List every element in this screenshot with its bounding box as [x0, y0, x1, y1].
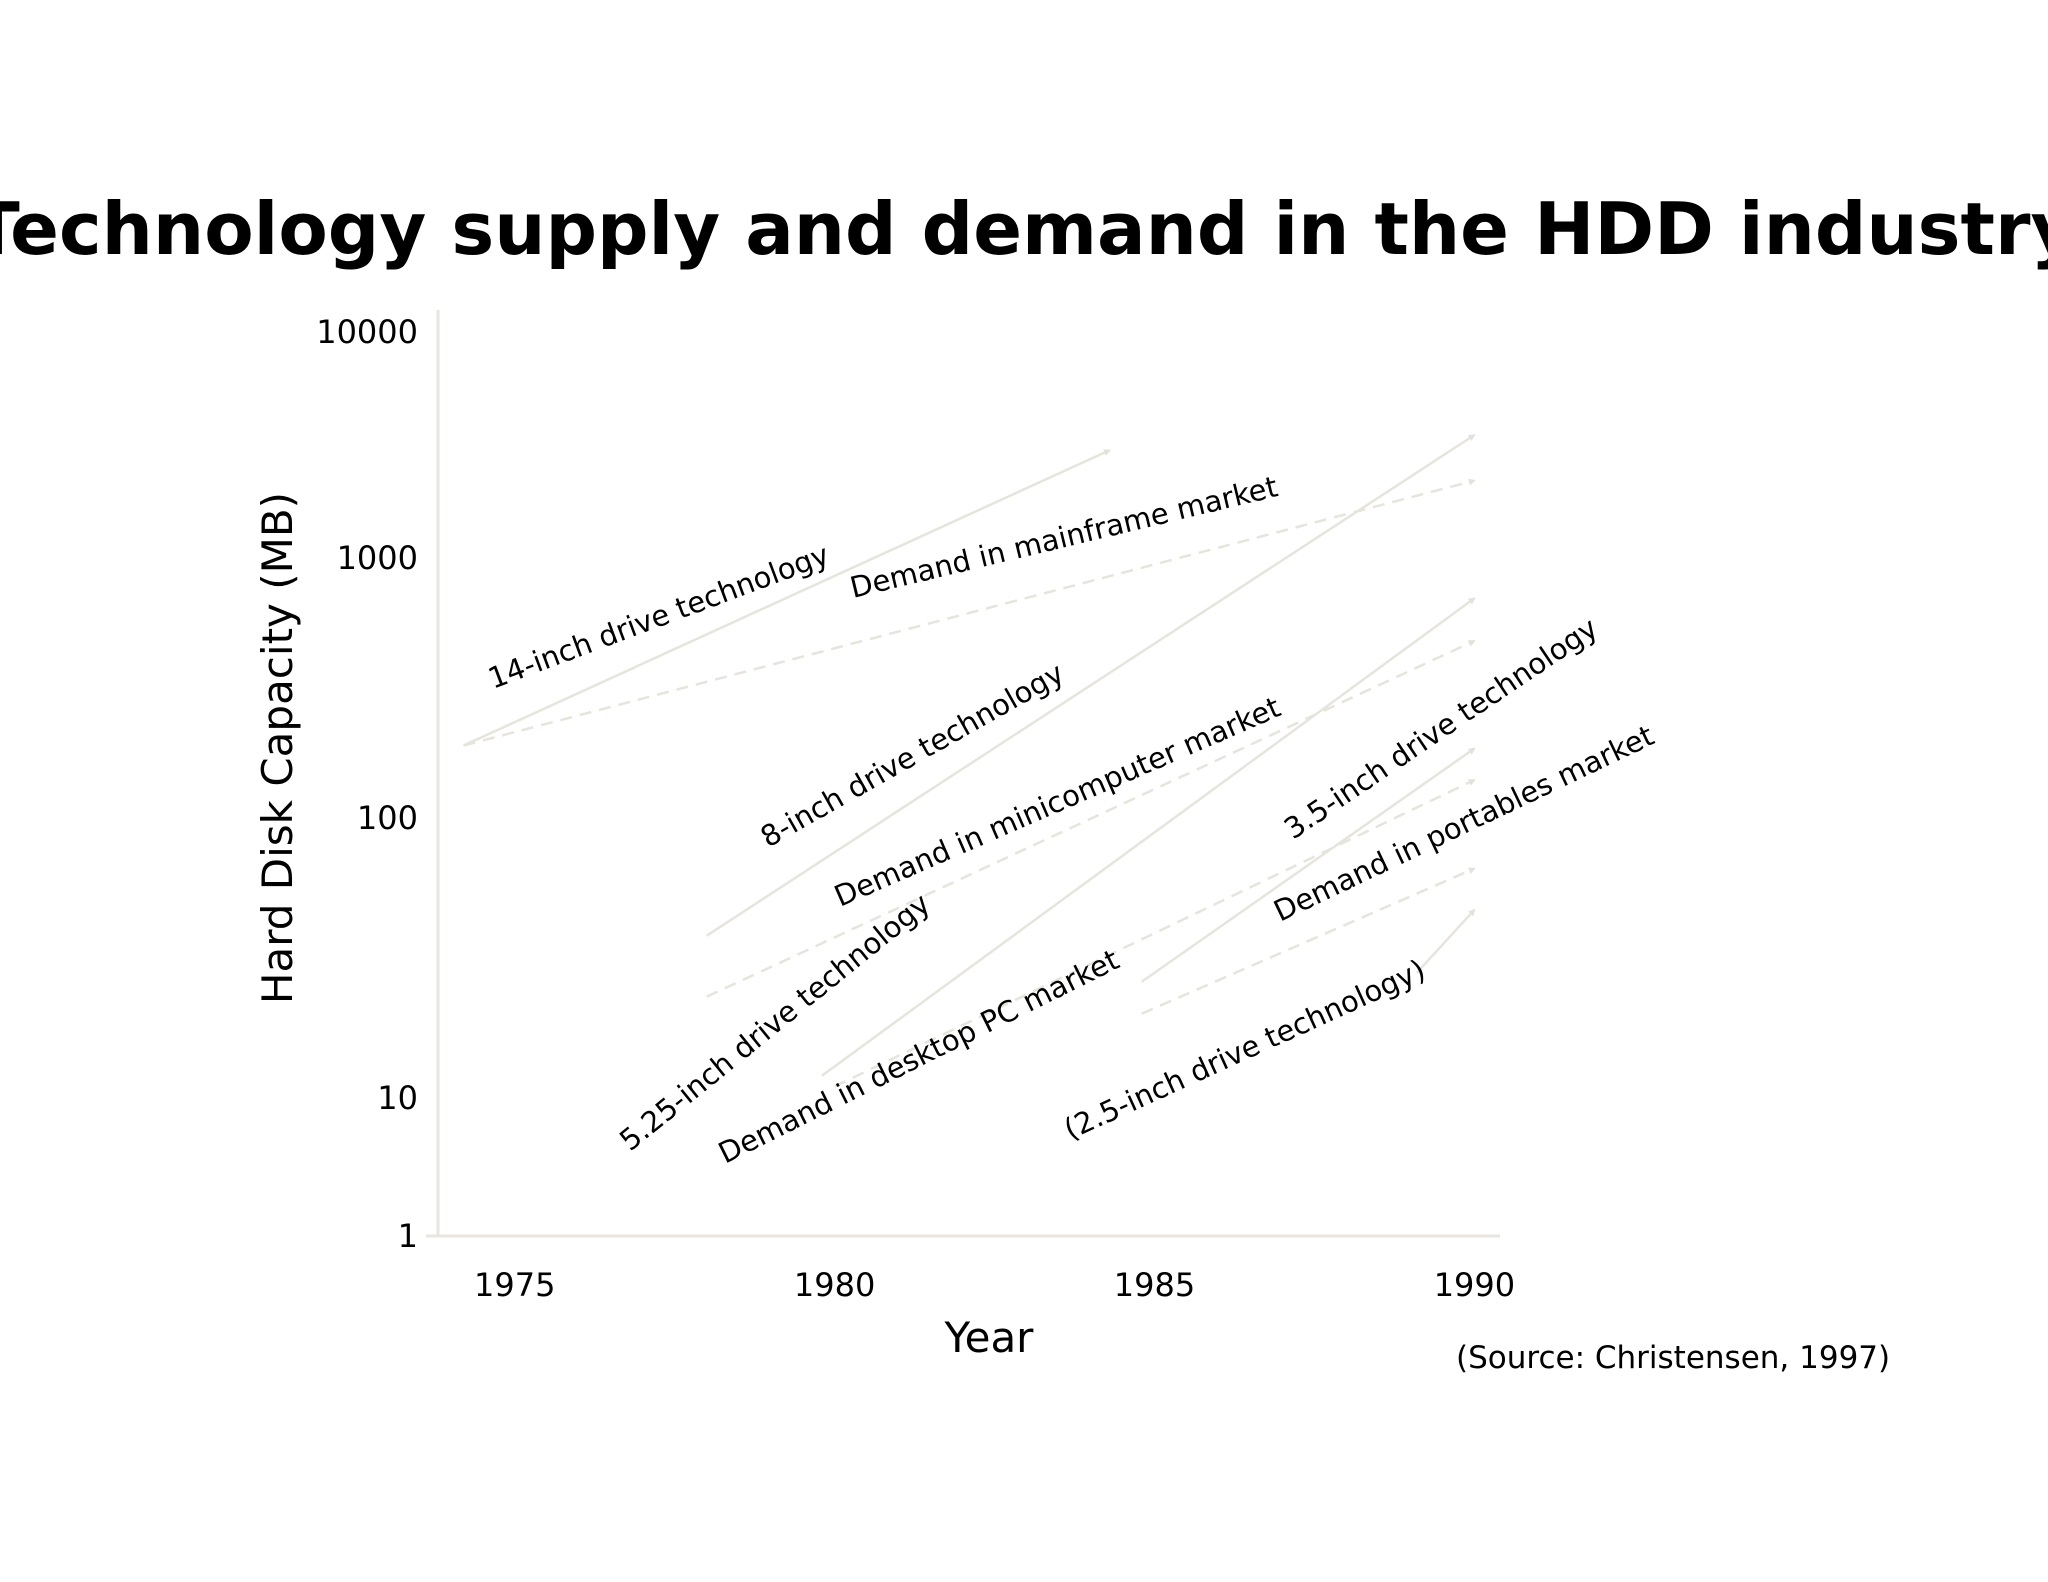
series-line-demand-in-mainframe-market	[463, 478, 1476, 747]
series-line-14-inch-drive-technology	[463, 449, 1111, 747]
x-axis-label: Year	[944, 1313, 1035, 1362]
axes	[426, 310, 1500, 1238]
y-tick-label: 10000	[316, 313, 418, 351]
series-line-demand-in-desktop-pc-market	[834, 778, 1476, 1088]
series-line-demand-in-minicomputer-market	[706, 639, 1476, 998]
x-tick-labels: 1975 1980 1985 1990	[474, 1266, 1515, 1304]
x-tick-label: 1980	[794, 1266, 875, 1304]
y-tick-label: 100	[357, 799, 418, 837]
y-tick-label: 10	[377, 1079, 418, 1117]
source-note: (Source: Christensen, 1997)	[1456, 1340, 1890, 1376]
x-tick-label: 1985	[1114, 1266, 1195, 1304]
y-tick-label: 1000	[337, 539, 418, 577]
series-line-2-5-inch-drive-technology	[1415, 908, 1476, 974]
chart-title: Technology supply and demand in the HDD …	[0, 187, 2048, 271]
y-tick-label: 1	[398, 1217, 418, 1255]
series-lines	[463, 433, 1476, 1088]
series-line-8-inch-drive-technology	[706, 433, 1476, 937]
x-tick-label: 1975	[474, 1266, 555, 1304]
y-tick-labels: 1 10 100 1000 10000	[316, 313, 418, 1255]
x-tick-label: 1990	[1434, 1266, 1515, 1304]
y-axis-label: Hard Disk Capacity (MB)	[253, 492, 302, 1004]
series-line-demand-in-portables-market	[1141, 867, 1476, 1015]
series-line-3-5-inch-drive-technology	[1140, 747, 1476, 983]
series-line-5-25-inch-drive-technology	[821, 597, 1476, 1077]
